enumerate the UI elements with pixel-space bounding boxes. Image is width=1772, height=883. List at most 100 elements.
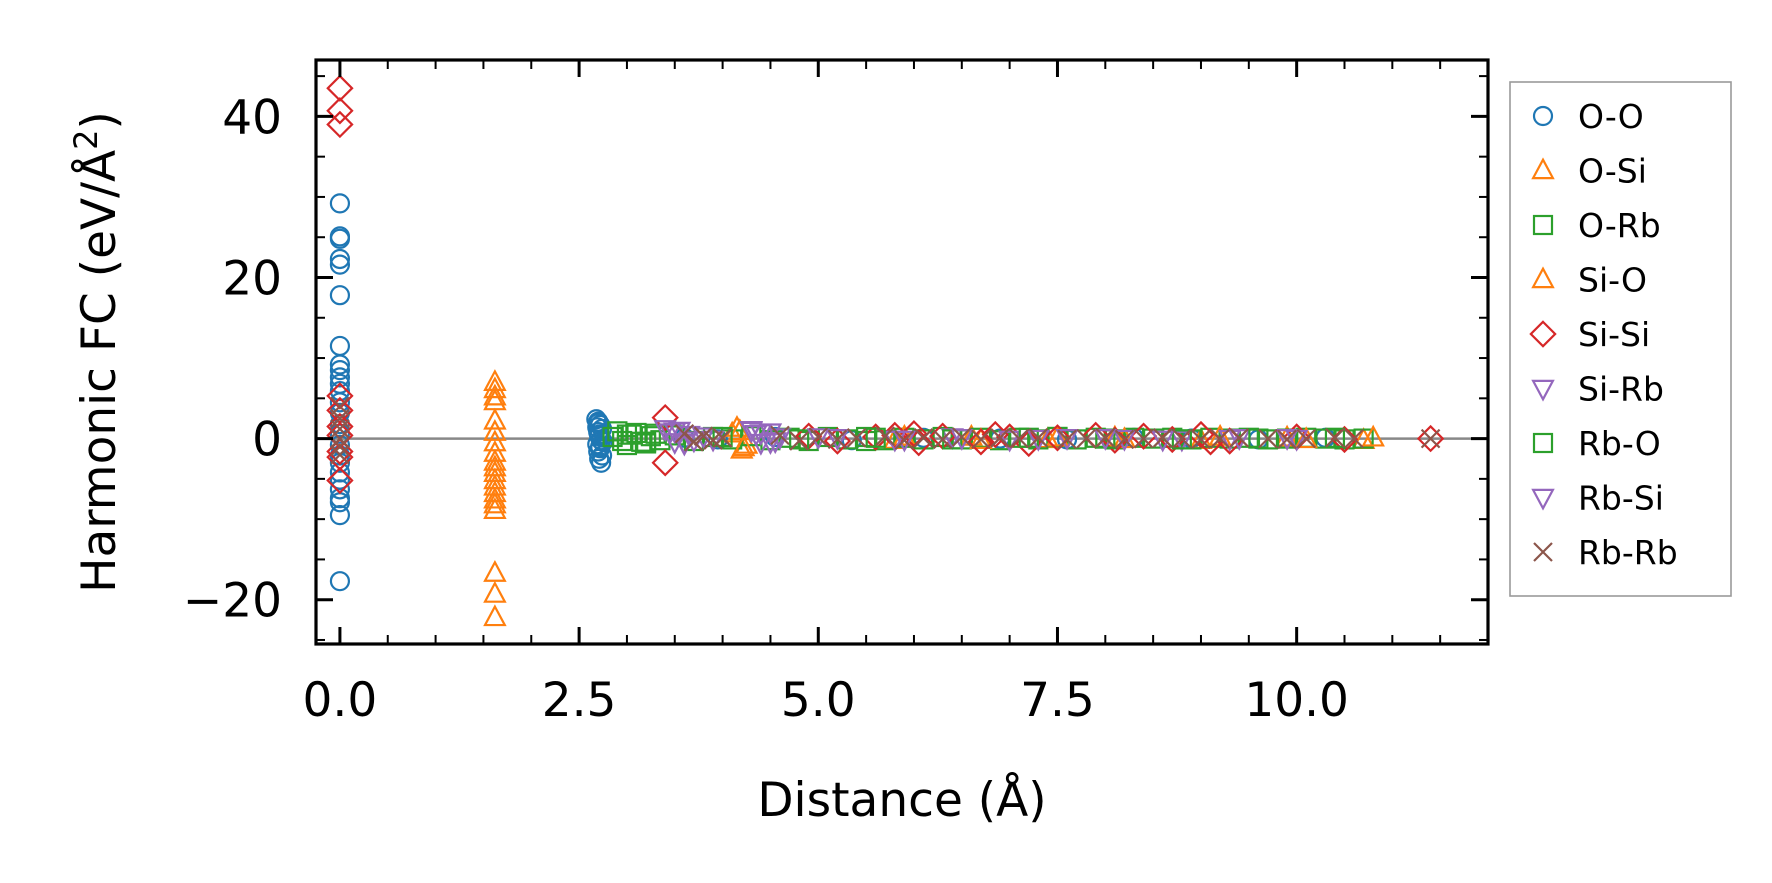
data-point <box>758 433 783 455</box>
legend-label: Rb-Si <box>1578 479 1664 518</box>
data-point <box>330 444 350 465</box>
legend-marker <box>1532 432 1554 454</box>
data-point <box>1112 426 1137 449</box>
data-point <box>329 228 351 249</box>
data-point <box>1026 429 1051 452</box>
data-point <box>330 428 350 449</box>
data-point <box>329 392 351 413</box>
data-point <box>932 429 953 450</box>
data-point <box>329 505 351 526</box>
data-point <box>483 486 507 509</box>
legend: O-O O-Si O-Rb Si-O Si-Si Si-Rb Rb-O Rb-Si Rb-Rb <box>1509 81 1732 597</box>
data-point <box>1114 429 1135 450</box>
legend-label: O-Si <box>1578 152 1647 191</box>
data-point <box>846 428 867 448</box>
data-point <box>326 74 354 102</box>
legend-label: Si-O <box>1578 261 1647 300</box>
data-point <box>1133 428 1154 449</box>
data-point <box>827 429 848 450</box>
legend-label: O-O <box>1578 97 1644 136</box>
x-tick-label: 0.0 <box>303 673 378 728</box>
data-point <box>1152 428 1173 448</box>
data-point <box>483 559 507 582</box>
legend-marker <box>1533 542 1553 562</box>
data-point <box>591 445 613 466</box>
data-point <box>913 428 934 448</box>
data-point <box>892 430 917 453</box>
legend-item-o-o: O-O <box>1532 97 1644 136</box>
y-axis-label-close: ) <box>72 111 127 129</box>
data-point <box>653 420 677 443</box>
data-point <box>326 466 354 495</box>
data-point <box>789 429 810 450</box>
data-point <box>1344 428 1364 449</box>
data-point <box>483 491 507 514</box>
legend-marker <box>1532 214 1554 236</box>
data-point <box>1296 428 1316 449</box>
legend-label: O-Rb <box>1578 206 1661 245</box>
series-rb-rb <box>330 396 1441 465</box>
data-point <box>329 571 351 592</box>
data-point <box>1277 429 1297 450</box>
data-point <box>1275 429 1299 451</box>
data-point <box>1191 429 1211 450</box>
data-point <box>1028 428 1049 448</box>
data-point <box>825 429 850 451</box>
data-point <box>806 428 831 451</box>
data-point <box>768 428 792 451</box>
data-point <box>1361 424 1385 447</box>
legend-item-si-si: Si-Si <box>1529 315 1650 354</box>
legend-marker <box>1531 379 1555 402</box>
data-point <box>1172 428 1192 449</box>
data-point <box>483 604 507 627</box>
data-point <box>483 383 507 406</box>
data-point <box>712 426 733 448</box>
data-point <box>1229 428 1250 448</box>
legend-item-o-si: O-Si <box>1531 152 1647 191</box>
legend-item-si-o: Si-O <box>1531 261 1647 300</box>
data-point <box>894 430 915 450</box>
data-point <box>1324 427 1346 448</box>
data-point <box>329 380 351 402</box>
legend-item-rb-o: Rb-O <box>1532 424 1661 463</box>
legend-marker <box>1529 320 1557 348</box>
data-point <box>326 110 354 139</box>
y-axis-label-main: Harmonic FC (eV/Å <box>72 150 127 593</box>
data-point <box>1055 429 1079 451</box>
data-point <box>808 427 829 447</box>
x-tick-label: 7.5 <box>1020 673 1095 728</box>
axis-ticks <box>316 60 1489 644</box>
data-point <box>1093 429 1118 451</box>
x-tick-label: 2.5 <box>542 673 617 728</box>
data-point <box>950 429 974 451</box>
legend-label: Rb-Rb <box>1578 533 1678 572</box>
x-tick-label: 10.0 <box>1244 673 1349 728</box>
legend-item-si-rb: Si-Rb <box>1531 370 1664 409</box>
data-point <box>693 426 714 446</box>
data-point <box>952 427 972 447</box>
data-point <box>591 452 612 473</box>
data-point <box>894 427 915 448</box>
x-tick-labels: 0.0 2.5 5.0 7.5 10.0 <box>303 673 1349 728</box>
data-point <box>1420 428 1441 449</box>
data-point <box>1171 429 1192 450</box>
data-point <box>1325 428 1345 448</box>
data-point <box>329 193 351 214</box>
data-point <box>329 248 351 270</box>
data-point <box>739 420 764 443</box>
data-point <box>1170 430 1194 453</box>
legend-marker <box>1531 488 1555 511</box>
data-point <box>684 432 704 452</box>
data-point <box>651 403 679 432</box>
legend-marker <box>1531 157 1555 180</box>
data-point <box>329 285 351 306</box>
legend-item-rb-si: Rb-Si <box>1531 479 1664 518</box>
data-point <box>1416 424 1445 453</box>
data-point <box>1112 429 1137 452</box>
legend-item-rb-rb: Rb-Rb <box>1533 533 1678 572</box>
data-point <box>1294 426 1318 449</box>
data-point <box>1057 429 1077 450</box>
data-point <box>326 382 354 410</box>
